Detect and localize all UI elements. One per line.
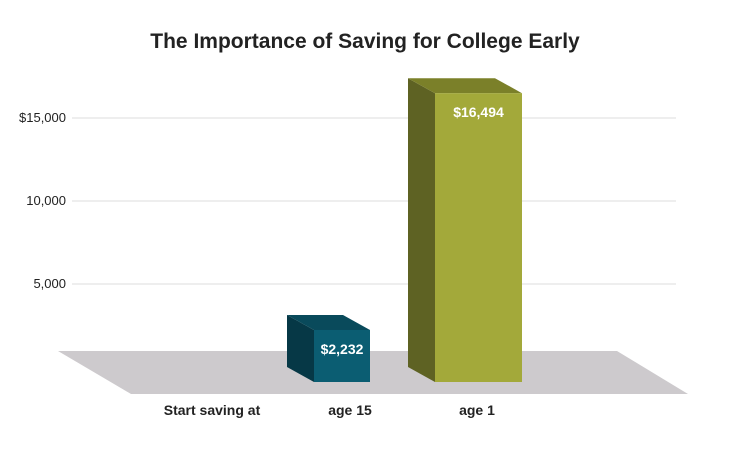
bar-age-1: $16,494: [408, 78, 522, 383]
bar-side: [287, 314, 314, 382]
x-category-label: age 1: [459, 402, 495, 418]
chart-floor: [58, 351, 688, 394]
bar-side: [408, 78, 435, 383]
bars: $2,232 age 15 $16,494 age 1: [287, 78, 522, 418]
bar-top: [408, 78, 522, 94]
data-label: $16,494: [453, 104, 504, 120]
bar-front: [435, 93, 522, 383]
chart-title: The Importance of Saving for College Ear…: [150, 30, 580, 53]
y-tick-label: $15,000: [19, 110, 66, 125]
bar-top: [287, 314, 370, 330]
bar-front: [314, 329, 370, 382]
gridlines: [72, 117, 676, 285]
data-label: $2,232: [321, 341, 364, 357]
y-axis-ticks: $15,000 10,000 5,000: [19, 110, 66, 291]
x-category-label: age 15: [328, 402, 372, 418]
y-tick-label: 10,000: [26, 193, 66, 208]
bar-age-15: $2,232: [287, 314, 370, 382]
x-axis-label: Start saving at: [164, 402, 261, 418]
y-tick-label: 5,000: [33, 276, 66, 291]
